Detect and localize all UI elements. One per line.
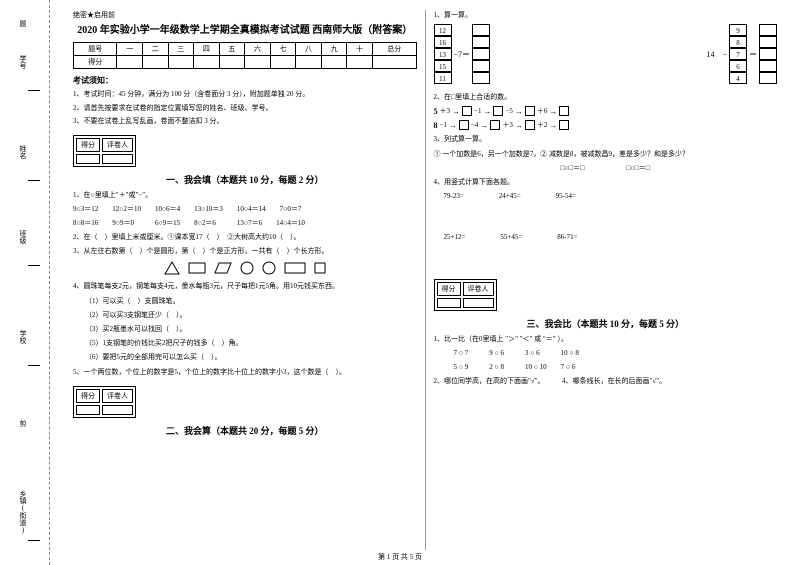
q1-4-sub: （6）要把5元的全部用完可以怎么买（ ）。 [73, 352, 417, 363]
notice-line: 3、不要在试卷上乱写乱画，卷面不整洁扣 3 分。 [73, 116, 417, 127]
notice-line: 2、请首先按要求在试卷的指定位置填写您的姓名、班级、学号。 [73, 103, 417, 114]
field-class: 班级 [18, 230, 28, 244]
field-township: 乡镇(街道) [18, 490, 28, 534]
q1-1-row: 9○3＝12 12○2＝10 10○6＝4 13○10＝3 10○4＝14 7○… [73, 204, 417, 215]
eval-box: 得分评卷人 [73, 135, 136, 167]
th: 五 [219, 43, 245, 56]
q2-4-row: 79-23= 24+45= 95-54= [434, 191, 778, 202]
answer-stack[interactable] [759, 24, 777, 84]
th: 二 [142, 43, 168, 56]
cut-label: 剪 [18, 420, 28, 427]
underline [28, 365, 40, 366]
q2-3b: □○□＝□ □○□＝□ [434, 163, 778, 174]
square-icon [314, 262, 326, 274]
q2-4-row: 25+12= 55+45= 86-71= [434, 232, 778, 243]
q1-4-sub: （5）1支钢笔的价钱比买2把尺子的钱多（ ）角。 [73, 338, 417, 349]
notice-head: 考试须知： [73, 75, 417, 86]
q2-4: 4、用竖式计算下面各题。 [434, 177, 778, 188]
eq14: 14 − [706, 49, 727, 60]
th: 七 [270, 43, 296, 56]
th: 六 [245, 43, 271, 56]
q2-3: 3、列式算一算。 [434, 134, 778, 145]
edge-label: 题 [18, 20, 28, 27]
th: 三 [168, 43, 194, 56]
q2-1: 1、算一算。 [434, 10, 778, 21]
q1-2: 2、在（ ）里填上米或厘米。①课本宽17（ ） ②大树高大约10（ ）。 [73, 232, 417, 243]
exam-title: 2020 年实验小学一年级数学上学期全真模拟考试试题 西南师大版（附答案） [73, 24, 417, 38]
q2-2: 2、在□里填上合适的数。 [434, 92, 778, 103]
eq: ＝ [749, 49, 757, 60]
main-content: 绝密★启用前 2020 年实验小学一年级数学上学期全真模拟考试试题 西南师大版（… [50, 0, 800, 565]
score-table: 题号 一 二 三 四 五 六 七 八 九 十 总分 得分 [73, 42, 417, 69]
th: 总分 [372, 43, 416, 56]
section-3-title: 三、我会比（本题共 10 分，每题 5 分） [434, 317, 778, 330]
number-stack: 9 8 7 6 4 [729, 24, 747, 84]
circle-icon [262, 261, 276, 275]
secret-label: 绝密★启用前 [73, 10, 417, 20]
field-student-id: 学号 [18, 55, 28, 69]
q1-4-sub: （1）可以买（ ）支圆珠笔。 [73, 296, 417, 307]
binding-margin: 题 学号 姓名 班级 学校 剪 乡镇(街道) [0, 0, 50, 565]
circle-icon [240, 261, 254, 275]
q2-3a: ① 一个加数是6，另一个加数是7，② 减数是8，被减数昌9，差是多少？和是多少？ [434, 149, 778, 160]
section-1-title: 一、我会填（本题共 10 分，每题 2 分） [73, 173, 417, 186]
th: 一 [117, 43, 143, 56]
shapes-row [73, 261, 417, 275]
row-label: 得分 [74, 56, 117, 69]
q3-1-row: 5 ○ 9 2 ○ 8 10 ○ 10 7 ○ 6 [434, 362, 778, 373]
underline [28, 265, 40, 266]
notice-line: 1、考试时间：45 分钟，满分为 100 分（含卷面分 3 分），附加题单独 2… [73, 89, 417, 100]
q1-4-sub: （2）可以买3支钢笔还少（ ）。 [73, 310, 417, 321]
th: 四 [194, 43, 220, 56]
chain-2: 8 −1→ −4→ ＋3→ ＋2→ [434, 120, 778, 130]
q3-2: 2、哪位同学高，在高的下面画"√"。 4、哪条线长，在长的后面画"√"。 [434, 376, 778, 387]
q1-1-row: 8○8＝16 9○9＝0 6○9＝15 8○2＝6 13○7＝6 14○4＝10 [73, 218, 417, 229]
field-name: 姓名 [18, 145, 28, 159]
q1-3: 3、从左往右数第（ ）个是圆形，第（ ）个是正方形，一共有（ ）个长方形。 [73, 246, 417, 257]
q1-1: 1、在○里填上"＋"或"−"。 [73, 190, 417, 201]
q1-4: 4、圆珠笔每支2元，钢笔每支4元，墨水每瓶3元，尺子每把1元5角。用10元钱买东… [73, 281, 417, 292]
rectangle-icon [284, 262, 306, 274]
th: 八 [296, 43, 322, 56]
th: 十 [347, 43, 373, 56]
q3-1-row: 7 ○ 7 9 ○ 6 3 ○ 6 10 ○ 8 [434, 348, 778, 359]
eval-box: 得分评卷人 [434, 279, 497, 311]
calc-subtract: 12 16 13 15 11 −7＝ 14 − 9 8 7 6 4 ＝ [434, 24, 778, 84]
th: 九 [321, 43, 347, 56]
th: 题号 [74, 43, 117, 56]
section-2-title: 二、我会算（本题共 20 分，每题 5 分） [73, 424, 417, 437]
q1-4-sub: （3）买2瓶墨水可以找回（ ）。 [73, 324, 417, 335]
number-stack: 12 16 13 15 11 [434, 24, 452, 84]
minus-7: −7＝ [454, 49, 471, 60]
rectangle-icon [188, 262, 206, 274]
field-school: 学校 [18, 330, 28, 344]
chain-1: 5 ＋3→ −1→ −5→ ＋6→ [434, 106, 778, 116]
answer-stack[interactable] [472, 24, 490, 84]
parallelogram-icon [214, 262, 232, 274]
underline [28, 540, 40, 541]
q3-1: 1、比一比（在0里填上 "＞" "＜" 或 "＝" ）。 [434, 334, 778, 345]
underline [28, 90, 40, 91]
underline [28, 180, 40, 181]
eval-box: 得分评卷人 [73, 386, 136, 418]
right-column: 1、算一算。 12 16 13 15 11 −7＝ 14 − 9 8 7 6 4 [426, 10, 786, 550]
q1-5: 5、一个两位数，个位上的数字是5，个位上的数字比十位上的数字小3，这个数是（ ）… [73, 367, 417, 378]
triangle-icon [164, 261, 180, 275]
left-column: 绝密★启用前 2020 年实验小学一年级数学上学期全真模拟考试试题 西南师大版（… [65, 10, 426, 550]
page-footer: 第 1 页 共 5 页 [0, 552, 800, 562]
